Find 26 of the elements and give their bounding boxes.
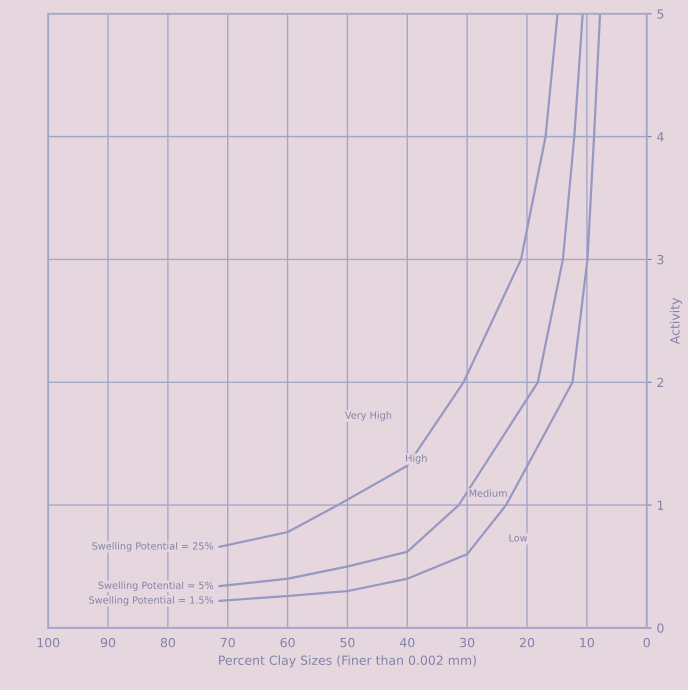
series-label: Swelling Potential = 25% [92, 542, 214, 552]
y-tick-label: 1 [658, 500, 664, 510]
series-label: Swelling Potential = 1.5% [89, 596, 214, 606]
x-tick-label: 0 [644, 638, 650, 648]
x-tick-label: 70 [220, 638, 235, 648]
x-tick-label: 10 [580, 638, 594, 648]
series-label: Swelling Potential = 5% [98, 581, 214, 591]
x-tick-label: 60 [280, 638, 295, 648]
x-tick-label: 40 [400, 638, 414, 648]
x-tick-label: 30 [460, 638, 474, 648]
x-tick-label: 20 [520, 638, 534, 648]
annotation: Very High [344, 411, 392, 421]
x-tick-label: 80 [160, 638, 175, 648]
y-axis-title: Activity [670, 298, 682, 344]
annotation: Medium [470, 489, 507, 497]
y-tick-label: 3 [657, 254, 664, 264]
y-tick-label: 5 [657, 9, 664, 19]
x-tick-label: 90 [100, 638, 116, 648]
x-tick-label: 100 [38, 638, 60, 648]
x-axis-title: Percent Clay Sizes (Finer than 0.002 mm) [219, 655, 476, 668]
annotation: Low [509, 534, 528, 542]
y-tick-label: 2 [657, 378, 664, 388]
y-tick-label: 4 [657, 132, 664, 142]
x-tick-label: 50 [340, 638, 355, 648]
y-tick-label: 0 [657, 623, 664, 633]
annotation: High [406, 454, 427, 464]
